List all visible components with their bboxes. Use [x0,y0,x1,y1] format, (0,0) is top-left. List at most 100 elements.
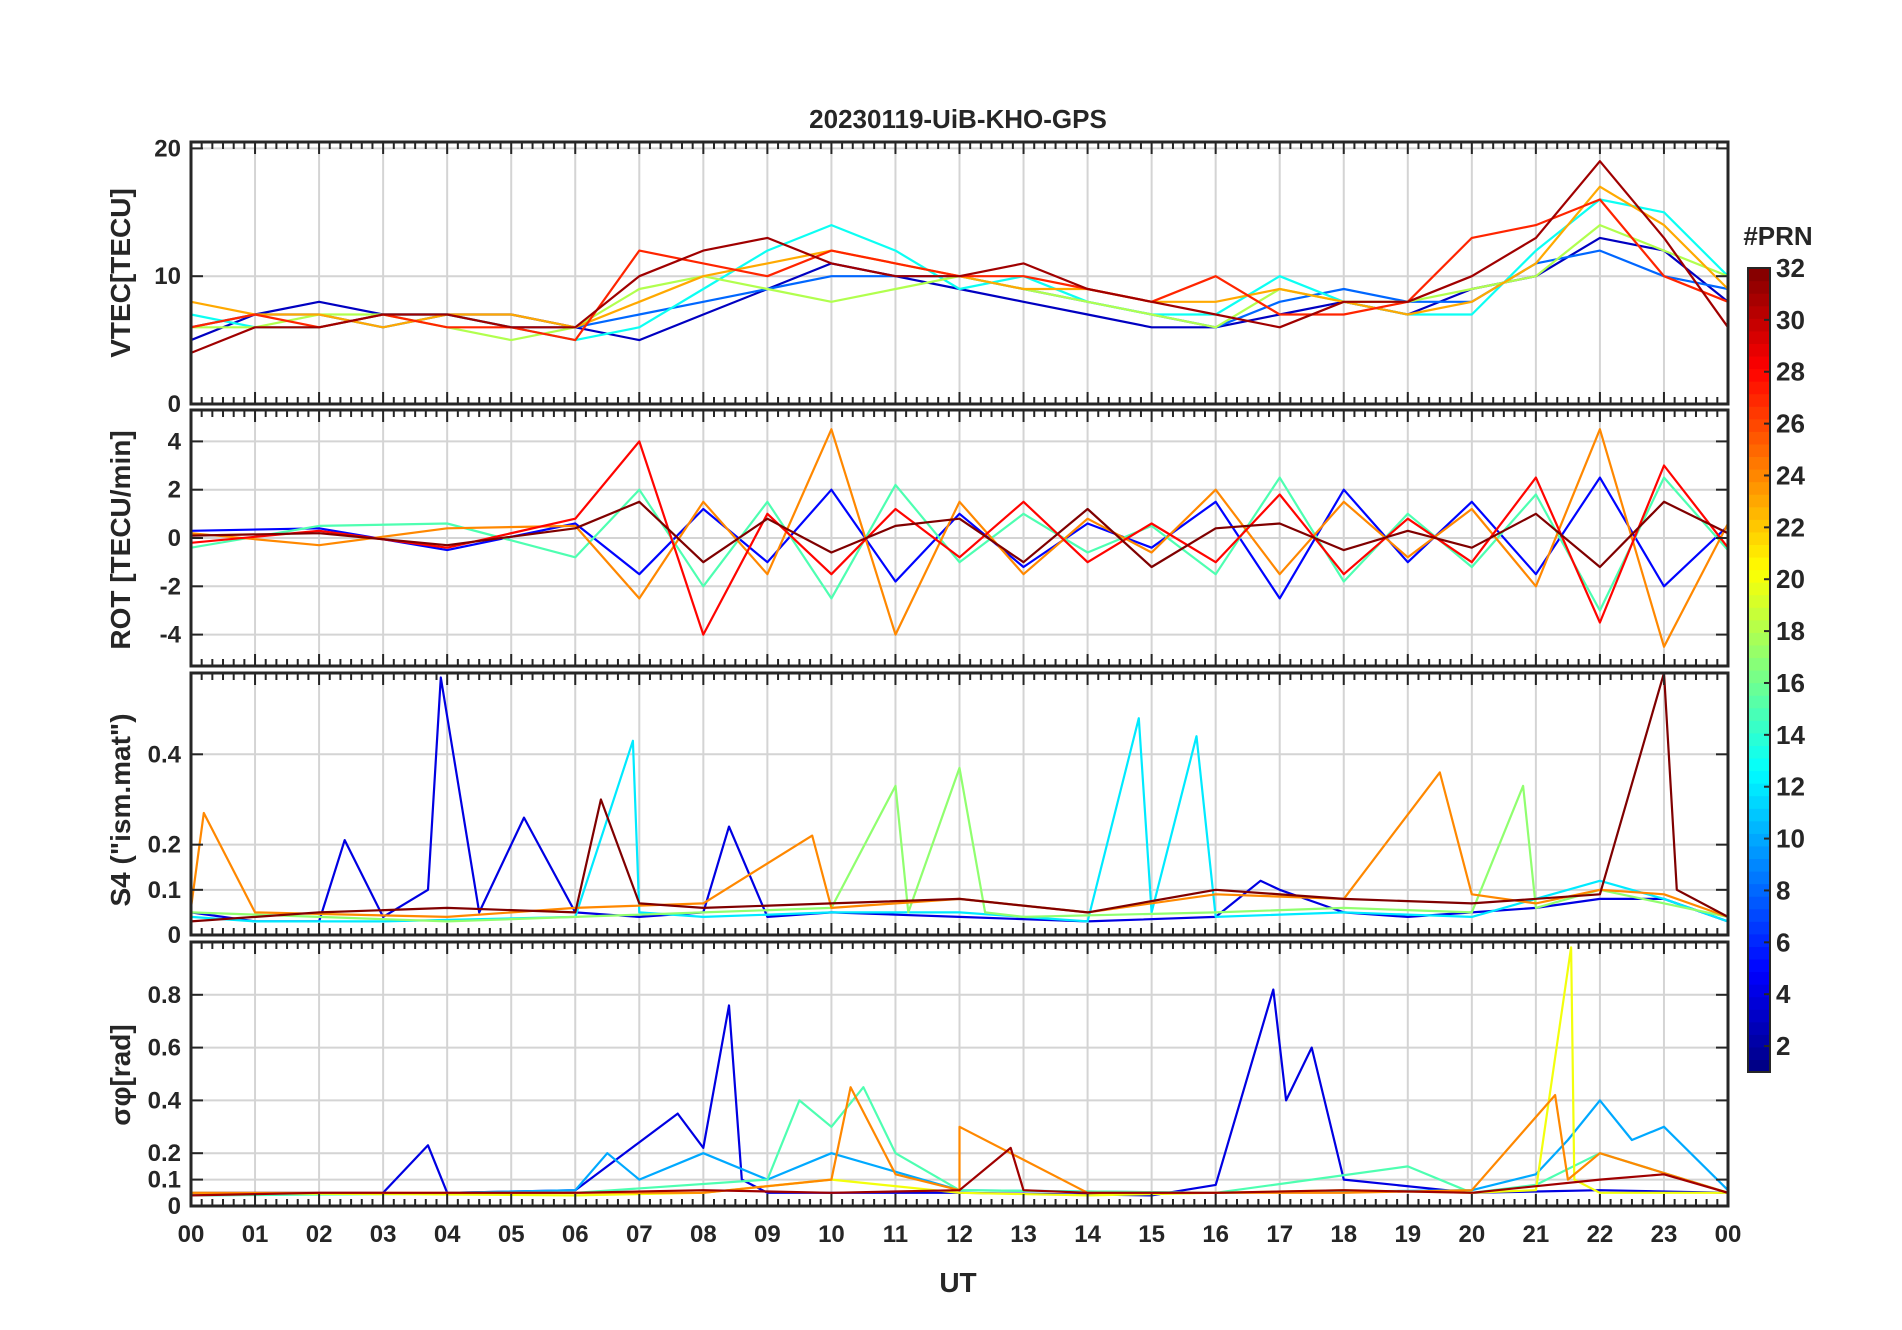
y-tick-label: 0 [168,922,181,949]
colorbar-segment [1748,732,1770,746]
x-tick-label: 00 [1715,1221,1742,1248]
colorbar-segment [1748,418,1770,432]
colorbar-segment [1748,720,1770,734]
y-axis-label: σφ[rad] [105,1024,136,1125]
colorbar-segment [1748,406,1770,420]
colorbar-segment [1748,908,1770,922]
y-tick-label: 0.6 [148,1035,181,1062]
x-tick-label: 05 [498,1221,525,1248]
colorbar-segment [1748,569,1770,583]
x-tick-label: 09 [754,1221,781,1248]
x-tick-label: 10 [818,1221,845,1248]
x-tick-label: 11 [883,1221,908,1248]
y-tick-label: 10 [154,263,181,290]
colorbar-segment [1748,1034,1770,1048]
x-tick-label: 12 [946,1221,973,1248]
colorbar-segment [1748,519,1770,533]
y-tick-label: 0 [168,1193,181,1220]
colorbar-segment [1748,795,1770,809]
series-line-prn-32 [191,500,1728,569]
colorbar-segment [1748,808,1770,822]
panel-sigma-phi: 00.10.2 0.4 0.6 0.8 σφ[rad] 00 01 02 03 04 05 06 07 0… [105,940,1742,1248]
y-axis-label: S4 ("ism.mat") [105,713,136,906]
series-group [191,946,1728,1197]
series-line-prn-31 [191,160,1728,354]
colorbar-segment [1748,770,1770,784]
series-line-prn-17 [191,766,1728,923]
colorbar-segment [1748,443,1770,458]
colorbar-tick-label: 28 [1776,357,1805,387]
figure-title: 20230119-UiB-KHO-GPS [809,104,1107,134]
colorbar-segment [1748,607,1770,621]
y-tick-label: 4 [168,428,182,455]
series-group [191,160,1728,354]
colorbar-segment [1748,1059,1770,1073]
colorbar-segment [1748,670,1770,684]
colorbar-segment [1748,1021,1770,1035]
colorbar-segment [1748,858,1770,872]
panel-rot: -4 -2 0 2 4 ROT [TECU/min] [105,408,1730,668]
colorbar-label: #PRN [1743,221,1812,251]
colorbar-segment [1748,984,1770,998]
colorbar-tick-label: 2 [1776,1031,1790,1061]
colorbar-segment [1748,431,1770,445]
x-tick-label: 02 [306,1221,333,1248]
colorbar-segment [1748,820,1770,834]
colorbar-tick-label: 16 [1776,668,1805,698]
panel-vtec: 0 10 20 VTEC[TECU] [105,135,1730,418]
y-tick-label: 0.8 [148,982,181,1009]
colorbar-tick-label: 20 [1776,564,1805,594]
colorbar-segment [1748,293,1770,307]
colorbar-segment [1748,996,1770,1010]
axes-frame [189,940,1730,1208]
colorbar-segment [1748,506,1770,520]
series-group [191,673,1728,923]
colorbar-tick-label: 10 [1776,824,1805,854]
colorbar-tick-label: 22 [1776,512,1805,542]
y-tick-label: -2 [160,573,181,600]
x-tick-label: 20 [1458,1221,1485,1248]
colorbar-segment [1748,381,1770,395]
colorbar-segment [1748,544,1770,558]
x-tick-label: 08 [690,1221,717,1248]
colorbar-frame [1747,267,1771,1073]
series-line-prn-31 [191,1146,1728,1197]
colorbar-segment [1748,757,1770,772]
colorbar-segment [1748,355,1770,370]
axes-frame [189,671,1730,937]
colorbar-segment [1748,845,1770,860]
colorbar-tick-label: 18 [1776,616,1805,646]
colorbar-segment [1748,305,1770,319]
x-tick-label: 04 [434,1221,461,1248]
series-line-prn-4 [191,676,1728,923]
colorbar-segment [1748,657,1770,671]
colorbar-segment [1748,946,1770,960]
colorbar-tick-label: 26 [1776,409,1805,439]
colorbar-segment [1748,368,1770,382]
x-tick-label: 17 [1266,1221,1293,1248]
x-tick-label: 18 [1330,1221,1357,1248]
y-axis-label: VTEC[TECU] [105,188,136,358]
colorbar-tick-label: 8 [1776,875,1790,905]
colorbar-tick-label: 32 [1776,253,1805,283]
y-tick-label: 2 [168,477,181,504]
colorbar-segment [1748,644,1770,659]
y-tick-label: 0.2 [148,1140,181,1167]
series-line-prn-32 [191,673,1728,923]
colorbar-segment [1748,1009,1770,1023]
series-line-prn-24 [191,428,1728,648]
colorbar-tick-label: 4 [1776,979,1791,1009]
x-tick-label: 15 [1138,1221,1165,1248]
colorbar-segment [1748,833,1770,847]
colorbar-segment [1748,883,1770,897]
colorbar-segment [1748,330,1770,344]
x-axis-label: UT [939,1267,976,1298]
colorbar-tick-label: 6 [1776,927,1790,957]
colorbar-segment [1748,494,1770,508]
colorbar-segment [1748,745,1770,759]
axes-frame [189,140,1730,406]
colorbar-segment [1748,481,1770,495]
x-tick-label: 13 [1010,1221,1037,1248]
colorbar-segment [1748,783,1770,797]
